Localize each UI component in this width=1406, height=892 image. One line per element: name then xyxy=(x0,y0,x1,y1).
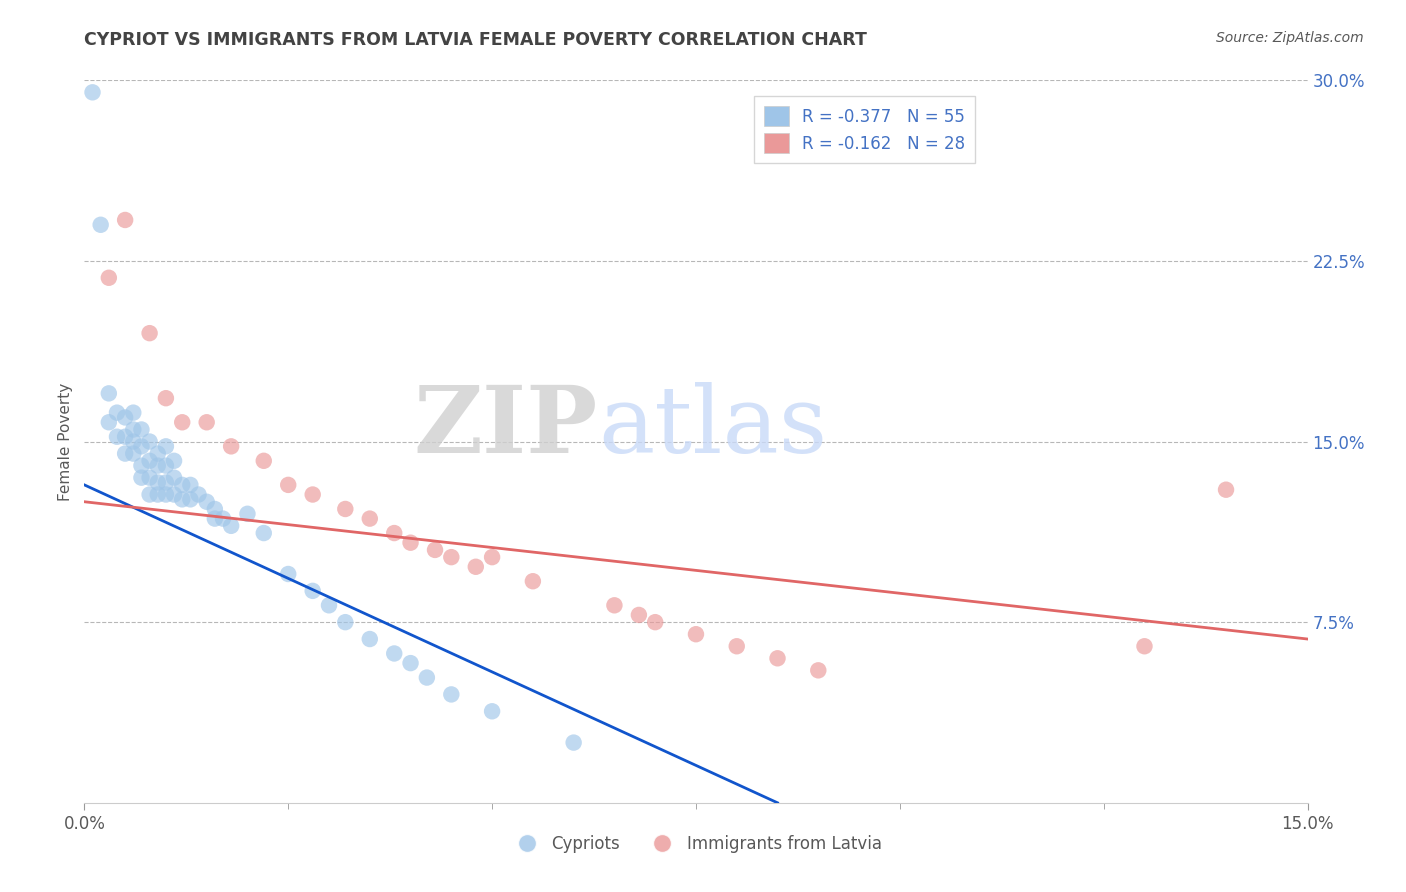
Point xyxy=(122,406,145,420)
Point xyxy=(277,478,299,492)
Point xyxy=(464,559,486,574)
Point xyxy=(105,430,128,444)
Point xyxy=(114,213,136,227)
Point xyxy=(219,518,242,533)
Point xyxy=(807,664,830,678)
Point xyxy=(399,656,422,670)
Point xyxy=(212,511,235,525)
Point xyxy=(138,470,160,484)
Point xyxy=(97,415,120,429)
Point xyxy=(603,599,626,613)
Point xyxy=(416,671,439,685)
Point xyxy=(179,478,201,492)
Point xyxy=(382,526,405,541)
Point xyxy=(440,550,463,565)
Point xyxy=(481,704,503,718)
Point xyxy=(138,454,160,468)
Y-axis label: Female Poverty: Female Poverty xyxy=(58,383,73,500)
Point xyxy=(155,487,177,501)
Point xyxy=(114,410,136,425)
Point xyxy=(423,542,446,557)
Point xyxy=(97,270,120,285)
Point xyxy=(155,439,177,453)
Point xyxy=(725,639,748,653)
Point xyxy=(522,574,544,589)
Text: Source: ZipAtlas.com: Source: ZipAtlas.com xyxy=(1216,31,1364,45)
Point xyxy=(195,415,218,429)
Point xyxy=(236,507,259,521)
Point xyxy=(253,526,276,541)
Point xyxy=(155,475,177,490)
Point xyxy=(155,458,177,473)
Point xyxy=(82,85,104,99)
Point xyxy=(204,511,226,525)
Point xyxy=(1215,483,1237,497)
Point xyxy=(163,470,186,484)
Point xyxy=(163,454,186,468)
Point xyxy=(1133,639,1156,653)
Point xyxy=(562,735,585,749)
Point xyxy=(195,494,218,508)
Point xyxy=(122,446,145,460)
Point xyxy=(318,599,340,613)
Point xyxy=(335,615,357,630)
Point xyxy=(114,430,136,444)
Point xyxy=(138,487,160,501)
Point xyxy=(146,487,169,501)
Legend: Cypriots, Immigrants from Latvia: Cypriots, Immigrants from Latvia xyxy=(503,828,889,860)
Point xyxy=(163,487,186,501)
Point xyxy=(766,651,789,665)
Point xyxy=(277,567,299,582)
Point xyxy=(399,535,422,549)
Point xyxy=(685,627,707,641)
Point xyxy=(97,386,120,401)
Point xyxy=(131,422,153,436)
Point xyxy=(382,647,405,661)
Point xyxy=(131,439,153,453)
Point xyxy=(359,511,381,525)
Point xyxy=(644,615,666,630)
Point xyxy=(172,478,194,492)
Point xyxy=(440,687,463,701)
Point xyxy=(122,422,145,436)
Point xyxy=(105,406,128,420)
Point xyxy=(172,492,194,507)
Point xyxy=(131,458,153,473)
Point xyxy=(335,502,357,516)
Point xyxy=(155,391,177,405)
Point xyxy=(114,446,136,460)
Point xyxy=(146,458,169,473)
Point xyxy=(146,475,169,490)
Text: CYPRIOT VS IMMIGRANTS FROM LATVIA FEMALE POVERTY CORRELATION CHART: CYPRIOT VS IMMIGRANTS FROM LATVIA FEMALE… xyxy=(84,31,868,49)
Point xyxy=(359,632,381,646)
Point xyxy=(172,415,194,429)
Point xyxy=(122,434,145,449)
Point xyxy=(90,218,112,232)
Point xyxy=(138,326,160,340)
Point xyxy=(179,492,201,507)
Text: atlas: atlas xyxy=(598,382,827,472)
Point xyxy=(301,583,323,598)
Point xyxy=(253,454,276,468)
Point xyxy=(146,446,169,460)
Point xyxy=(219,439,242,453)
Point xyxy=(131,470,153,484)
Point xyxy=(301,487,323,501)
Point xyxy=(627,607,650,622)
Point xyxy=(481,550,503,565)
Point xyxy=(204,502,226,516)
Point xyxy=(187,487,209,501)
Text: ZIP: ZIP xyxy=(413,382,598,472)
Point xyxy=(138,434,160,449)
